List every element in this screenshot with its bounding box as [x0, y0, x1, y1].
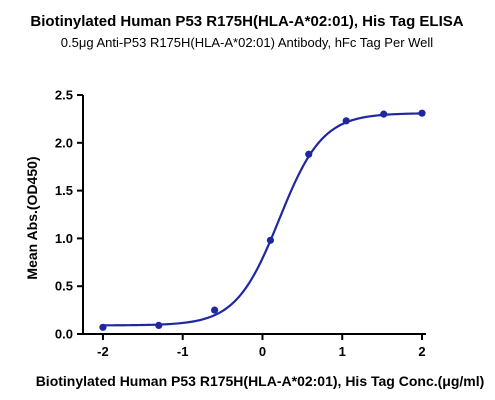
y-tick-label: 2.0	[55, 135, 73, 150]
x-tick-label: 0	[259, 344, 266, 359]
fit-curve	[102, 112, 423, 327]
y-tick-label: 1.5	[55, 183, 73, 198]
data-point	[266, 236, 275, 244]
y-tick-label: 2.5	[55, 88, 73, 103]
data-point	[418, 109, 426, 117]
x-tick-label: -2	[97, 344, 109, 359]
data-point	[380, 110, 388, 118]
y-tick-label: 0.5	[55, 279, 73, 294]
y-axis-label: Mean Abs.(OD450)	[24, 156, 40, 279]
data-point	[99, 323, 107, 331]
data-point	[342, 117, 350, 125]
y-tick-label: 0.0	[55, 327, 73, 342]
x-tick-label: 1	[339, 344, 346, 359]
chart-title: Biotinylated Human P53 R175H(HLA-A*02:01…	[30, 13, 463, 30]
x-tick-label: 2	[418, 344, 425, 359]
x-axis-label: Biotinylated Human P53 R175H(HLA-A*02:01…	[36, 373, 485, 389]
data-point	[211, 306, 219, 314]
data-point	[305, 150, 313, 158]
y-tick-label: 1.0	[55, 231, 73, 246]
x-tick-label: -1	[177, 344, 189, 359]
chart-subtitle: 0.5μg Anti-P53 R175H(HLA-A*02:01) Antibo…	[61, 35, 434, 50]
data-point	[155, 321, 163, 329]
plot-area: 0.0 0.5 1.0 1.5 2.0 2.5 -2 -1 0 1 2	[55, 88, 426, 359]
